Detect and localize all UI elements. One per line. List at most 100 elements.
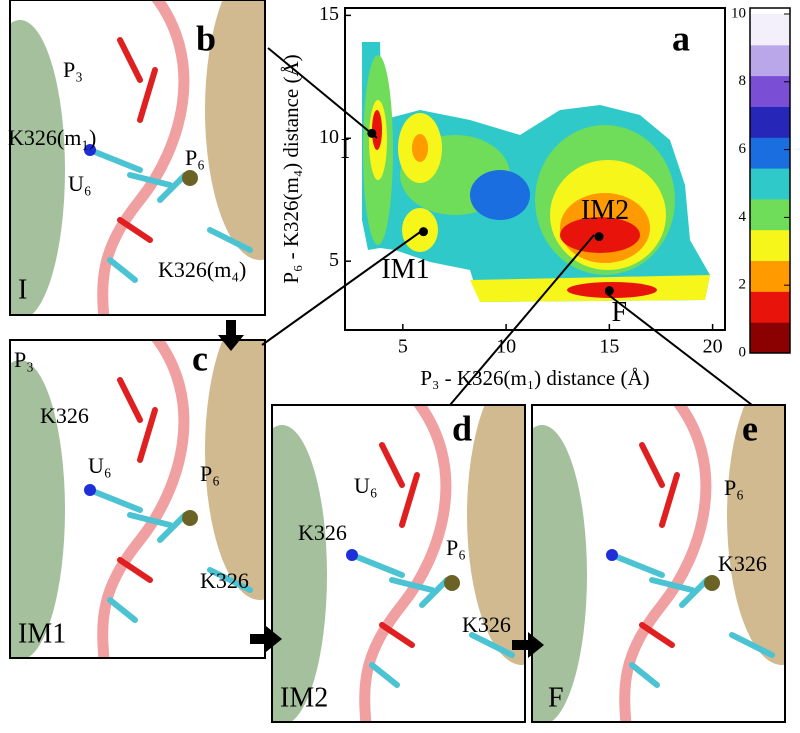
bond [629, 662, 660, 688]
state-label: IM2 [280, 682, 328, 713]
atom-label: P₃ [14, 347, 34, 372]
bond [207, 227, 253, 253]
phosphate [444, 575, 460, 591]
bond [349, 552, 405, 578]
colorbar-segment [750, 75, 790, 107]
colorbar-segment [750, 168, 790, 200]
bond [609, 552, 665, 578]
nitrogen [606, 549, 618, 561]
y-tick-label: 5 [329, 249, 339, 271]
bond [87, 487, 143, 513]
state-point [418, 227, 428, 237]
molecule-view [272, 405, 525, 722]
colorbar-segment [750, 260, 790, 292]
density-region [372, 110, 382, 150]
molecule-view [532, 405, 785, 722]
state-label: I [18, 274, 27, 305]
rna-backbone [97, 0, 190, 315]
panel-letter: b [196, 18, 216, 58]
protein-surface [10, 20, 65, 315]
x-tick-label: 5 [398, 336, 408, 358]
point-label: IM2 [581, 195, 629, 226]
residue-label: K326(m₁) [8, 125, 96, 150]
colorbar-segment [750, 137, 790, 169]
colorbar-segment [750, 291, 790, 323]
bond [107, 597, 138, 623]
x-axis-label: P₃ - K326(m₁) distance (Å) [420, 366, 649, 390]
residue-label: K326 [298, 520, 347, 545]
density-map [362, 42, 710, 302]
density-region [470, 170, 530, 220]
bond [659, 472, 680, 528]
panel-letter: c [192, 338, 208, 378]
protein-surface [205, 0, 265, 260]
colorbar-tick-label: 10 [731, 5, 746, 21]
colorbar-tick-label: 2 [739, 277, 747, 293]
bond [127, 172, 173, 188]
y-tick-label: 15 [319, 3, 339, 25]
bond [137, 67, 158, 123]
bond [157, 172, 188, 203]
x-tick-label: 20 [703, 336, 723, 358]
protein-surface [727, 405, 785, 665]
bond [107, 257, 138, 283]
point-label: I [341, 134, 350, 165]
atom-label: P₆ [185, 145, 205, 170]
colorbar-segment [750, 322, 790, 354]
bond [369, 662, 400, 688]
bond [649, 577, 695, 593]
protein-surface [467, 405, 525, 665]
state-point [594, 232, 604, 242]
colorbar-segment [750, 14, 790, 46]
phosphate [182, 510, 198, 526]
bond [117, 37, 143, 83]
x-tick-label: 10 [496, 336, 516, 358]
bond [729, 632, 775, 658]
bond [639, 442, 665, 488]
colorbar-frame [749, 7, 791, 354]
colorbar-segment [750, 106, 790, 138]
y-tick-label: 10 [319, 126, 339, 148]
bond [679, 577, 710, 608]
bond [419, 577, 450, 608]
state-point [604, 286, 614, 296]
rna-backbone [359, 405, 452, 722]
atom-label: U₆ [354, 473, 378, 498]
x-tick-label: 15 [599, 336, 619, 358]
bond [137, 407, 158, 463]
rna-backbone [619, 405, 712, 722]
protein-surface [272, 425, 327, 722]
bond [117, 557, 153, 583]
rna-backbone [97, 340, 190, 658]
bond [117, 377, 143, 423]
colorbar-tick-label: 0 [739, 344, 747, 360]
bond [389, 577, 435, 593]
phosphate [182, 170, 198, 186]
atom-label: P₆ [200, 461, 220, 486]
plot-frame [344, 7, 726, 331]
connectors [261, 47, 753, 406]
panel-letter: e [742, 408, 758, 448]
protein-surface [532, 425, 587, 722]
state-point [367, 128, 377, 138]
density-region [412, 134, 428, 162]
colorbar-tick-label: 8 [739, 73, 747, 89]
colorbar-segment [750, 44, 790, 77]
nitrogen [84, 144, 96, 156]
bond [379, 442, 405, 488]
nitrogen [84, 484, 96, 496]
protein-surface [10, 360, 65, 658]
bond [157, 512, 188, 543]
colorbar-tick-label: 6 [739, 141, 747, 157]
bond [379, 622, 415, 648]
nitrogen [346, 549, 358, 561]
bond [127, 512, 173, 528]
molecule-view [10, 340, 265, 658]
phosphate [704, 575, 720, 591]
point-label: F [612, 297, 628, 328]
colorbar-tick-label: 4 [739, 209, 747, 225]
panel-letter: a [672, 18, 690, 58]
residue-label: K326 [462, 612, 511, 637]
molecule-view [10, 0, 265, 315]
